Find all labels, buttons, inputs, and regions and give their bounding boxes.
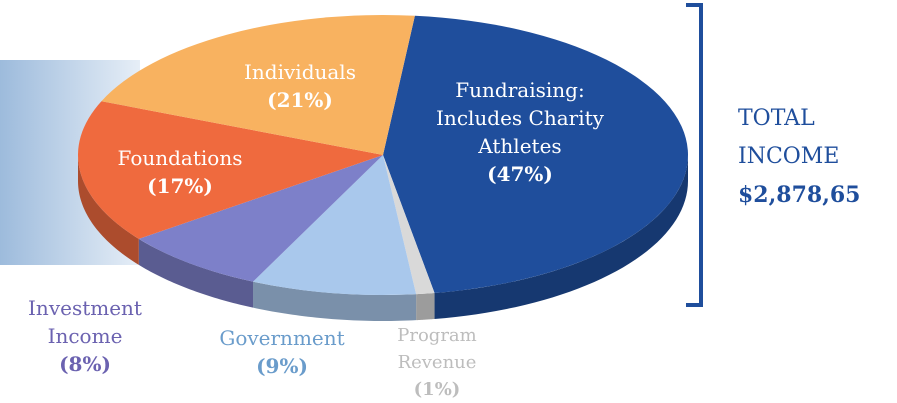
slice-label: Investment Income (8%) [0,294,170,378]
slice-label: Individuals (21%) [220,58,380,114]
value-label: (1%) [413,379,461,400]
value-label: (21%) [267,88,333,112]
category-name: Fundraising: Includes Charity Athletes [436,78,604,158]
value-label: (9%) [256,354,308,378]
slice [383,15,689,293]
slice-label: Government (9%) [197,324,367,380]
slice [138,155,383,282]
category-name: Investment Income [28,296,142,348]
total-value: $2,878,65 [738,182,861,208]
total-income: TOTAL INCOME $2,878,65 [738,100,897,214]
category-name: Foundations [117,146,243,170]
slice-side [78,155,139,265]
slice [253,155,417,295]
slice [101,15,415,156]
slice-side [253,281,417,321]
slice-label: Foundations (17%) [100,144,260,200]
bracket [686,3,703,307]
slice-side [416,292,435,321]
value-label: (8%) [59,352,111,376]
value-label: (47%) [487,162,553,186]
total-label: TOTAL INCOME [738,106,840,169]
category-name: Program Revenue [397,325,477,373]
slice [78,101,384,239]
category-name: Individuals [244,60,356,84]
slice-side [138,238,254,308]
slice-label: Program Revenue (1%) [372,322,502,403]
slice [383,155,435,295]
value-label: (17%) [147,174,213,198]
slice-side [434,155,688,319]
category-name: Government [219,326,345,350]
slice-label: Fundraising: Includes Charity Athletes (4… [415,76,625,188]
